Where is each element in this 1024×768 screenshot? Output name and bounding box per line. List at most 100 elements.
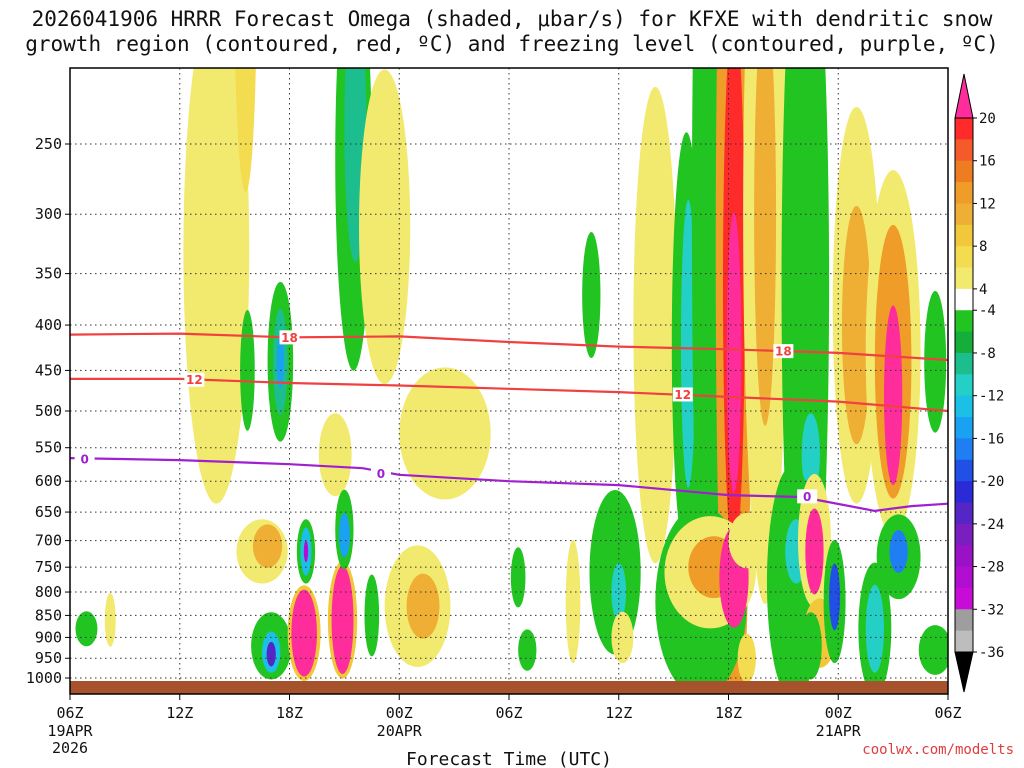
- freezing-level-contour-label: 0: [80, 452, 88, 466]
- freezing-level-contour-label: 0: [377, 467, 385, 481]
- x-tick-label: 00Z: [825, 704, 852, 722]
- dgz-contour-18-label-bg: [773, 344, 794, 359]
- colorbar-segment: [955, 203, 973, 226]
- omega-cell: [104, 592, 116, 647]
- credit-text[interactable]: coolwx.com/modelts: [862, 742, 1014, 758]
- colorbar-label: -12: [979, 389, 1004, 405]
- x-tick-label: 12Z: [605, 704, 632, 722]
- omega-cell: [518, 629, 537, 671]
- colorbar-segment: [955, 566, 973, 589]
- freezing-level-contour-label-bg: [370, 466, 391, 481]
- colorbar-segment: [955, 352, 973, 375]
- y-tick-label: 750: [35, 558, 62, 576]
- omega-cell: [611, 611, 634, 664]
- x-tick-sublabel: 20APR: [377, 722, 423, 740]
- omega-cell: [75, 611, 98, 647]
- colorbar-label: -16: [979, 431, 1004, 447]
- colorbar-segment: [955, 288, 973, 311]
- omega-cell: [276, 335, 285, 389]
- omega-cell: [582, 231, 601, 359]
- x-tick-label: 06Z: [56, 704, 83, 722]
- omega-cell: [331, 565, 354, 675]
- omega-cell: [338, 512, 350, 558]
- colorbar-segment: [955, 609, 973, 632]
- omega-cell: [318, 413, 352, 497]
- y-tick-label: 500: [35, 402, 62, 420]
- colorbar-segment: [955, 331, 973, 354]
- dgz-contour-12-label: 12: [674, 388, 691, 402]
- omega-cell: [303, 540, 309, 563]
- contours: 18 18 12 12 0 0 0: [70, 330, 948, 512]
- y-tick-label: 650: [35, 503, 62, 521]
- omega-cell: [841, 205, 872, 445]
- omega-cell: [611, 563, 627, 621]
- colorbar-segment: [955, 374, 973, 397]
- colorbar-segment: [955, 395, 973, 418]
- freezing-level-contour-label-bg: [797, 489, 818, 504]
- freezing-level-contour-label: 0: [803, 490, 811, 504]
- y-axis: 250 300 350 400 450 500 550 600 650 700 750 800 850 9…: [26, 135, 70, 687]
- x-tick-label: 06Z: [495, 704, 522, 722]
- omega-cell: [918, 625, 948, 675]
- x-tick-sublabel: 2026: [52, 739, 88, 757]
- dgz-contour-12-label-bg: [672, 387, 693, 402]
- y-tick-label: 550: [35, 439, 62, 457]
- x-axis-title: Forecast Time (UTC): [406, 749, 612, 768]
- dgz-contour-12-label: 12: [186, 373, 203, 387]
- colorbar-segment: [955, 246, 973, 269]
- colorbar-segment: [955, 502, 973, 525]
- omega-cell: [240, 310, 255, 431]
- colorbar-label: -4: [979, 303, 996, 319]
- colorbar-top-arrow: [954, 73, 974, 119]
- y-tick-label: 250: [35, 135, 62, 153]
- x-tick-sublabel: 21APR: [816, 722, 862, 740]
- omega-cell: [726, 212, 742, 494]
- omega-cell: [805, 508, 824, 595]
- y-tick-label: 800: [35, 583, 62, 601]
- y-tick-label: 300: [35, 205, 62, 223]
- grid: [70, 68, 948, 686]
- omega-cell: [359, 69, 411, 385]
- omega-shading: [75, 68, 948, 686]
- freezing-level-contour: [70, 457, 948, 512]
- colorbar-segment: [955, 459, 973, 482]
- x-tick-label: 12Z: [166, 704, 193, 722]
- colorbar-bottom-arrow: [954, 651, 974, 693]
- y-tick-label: 600: [35, 472, 62, 490]
- y-tick-label: 900: [35, 628, 62, 646]
- omega-cell: [829, 563, 841, 631]
- colorbar-label: -36: [979, 645, 1004, 661]
- y-tick-label: 350: [35, 265, 62, 283]
- chart-title-line1: 2026041906 HRRR Forecast Omega (shaded, …: [31, 7, 993, 31]
- omega-cell: [510, 547, 526, 608]
- colorbar-frame: [954, 117, 974, 653]
- omega-cell: [865, 584, 884, 673]
- colorbar-segment: [955, 310, 973, 333]
- omega-cell: [235, 68, 256, 193]
- colorbar-segment: [955, 630, 973, 653]
- colorbar-segment: [955, 438, 973, 461]
- colorbar-label: -20: [979, 474, 1004, 490]
- omega-cell: [252, 524, 283, 568]
- colorbar-segment: [955, 523, 973, 546]
- freezing-level-contour-label-bg: [74, 451, 95, 466]
- dgz-contour-12-label-bg: [184, 372, 205, 387]
- omega-cell: [406, 573, 440, 639]
- colorbar-label: -28: [979, 560, 1004, 576]
- colorbar: 20 16 12 8 4 -4 -8 -12 -16 -20 -24 -28 -32 -36: [954, 73, 1004, 693]
- omega-cell: [183, 68, 250, 504]
- y-tick-label: 1000: [26, 669, 62, 687]
- chart-title-line2: growth region (contoured, red, ºC) and f…: [25, 32, 999, 56]
- omega-cell: [924, 290, 947, 433]
- omega-cell: [364, 574, 380, 657]
- colorbar-label: 4: [979, 282, 987, 298]
- colorbar-label: 8: [979, 239, 987, 255]
- x-tick-label: 00Z: [386, 704, 413, 722]
- colorbar-segment: [955, 417, 973, 439]
- colorbar-label: 16: [979, 154, 996, 170]
- colorbar-label: -32: [979, 602, 1004, 618]
- omega-cell: [754, 68, 777, 426]
- y-tick-label: 950: [35, 649, 62, 667]
- colorbar-label: 20: [979, 111, 996, 127]
- y-tick-label: 400: [35, 316, 62, 334]
